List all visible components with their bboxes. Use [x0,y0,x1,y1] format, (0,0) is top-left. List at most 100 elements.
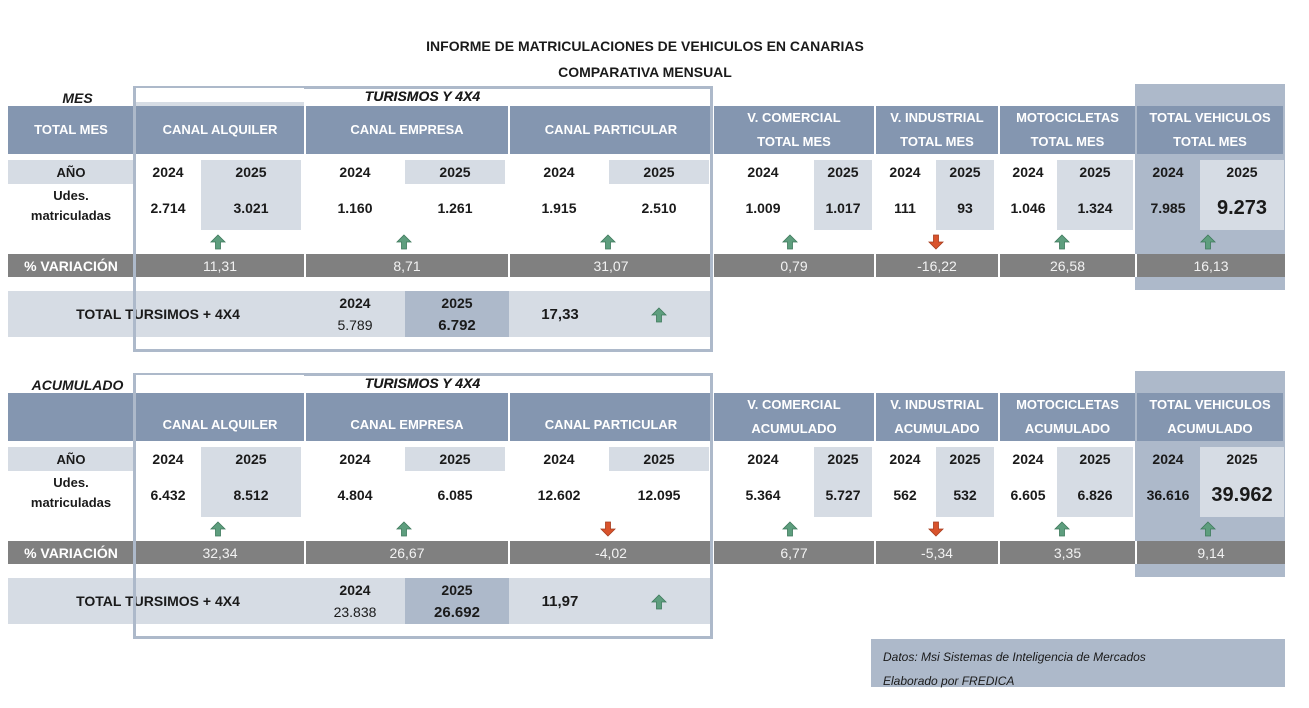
variation-moto: 3,35 [1053,544,1082,561]
col-2025-year-bg-particular [609,447,709,471]
summary-value-2024: 23.838 [333,604,377,620]
year-b-moto: 2025 [1079,164,1111,180]
value-2025-total: 9.273 [1216,196,1268,219]
frame-cap [136,88,304,104]
header-comercial-line-1: V. COMERCIAL [747,110,841,125]
value-2025-industrial: 93 [957,200,973,216]
trend-up-arrow-icon [210,233,226,251]
value-2024-industrial: 562 [893,487,917,503]
value-2024-comercial: 1.009 [745,200,781,216]
value-2025-particular: 12.095 [637,487,681,503]
summary-label: TOTAL TURSIMOS + 4X4 [76,305,240,322]
year-label-bg [8,447,134,471]
year-a-industrial: 2024 [889,451,921,467]
header-total-line-2: TOTAL MES [1173,134,1247,149]
year-a-empresa: 2024 [339,451,371,467]
variation-separator [712,541,714,564]
variation-moto: 26,58 [1049,257,1086,274]
trend-up-arrow-icon [396,520,412,538]
group-label: TURISMOS Y 4X4 [364,375,481,391]
trend-up-arrow-icon [1200,233,1216,251]
header-canal-empresa: CANAL EMPRESA [306,106,508,154]
year-b-total: 2025 [1226,451,1258,467]
value-2025-alquiler: 3.021 [233,200,269,216]
variation-comercial: 0,79 [780,257,808,274]
header-comercial-line-1: V. COMERCIAL [747,397,841,412]
summary-year-b: 2025 [441,295,473,311]
units-label-2: matriculadas [30,495,112,510]
value-2025-total: 39.962 [1211,483,1273,506]
trend-up-arrow-icon [1054,233,1070,251]
header-total: TOTAL VEHICULOS ACUMULADO [1137,393,1283,441]
year-b-empresa: 2025 [439,451,471,467]
col-2025-year-bg-particular [609,160,709,184]
summary-bg-right [509,291,712,337]
value-2024-comercial: 5.364 [745,487,781,503]
header-canal-empresa: CANAL EMPRESA [306,393,508,441]
year-b-comercial: 2025 [827,164,859,180]
value-2024-moto: 1.046 [1010,200,1046,216]
header-industrial-line-1: V. INDUSTRIAL [890,397,984,412]
variation-separator [304,541,306,564]
header-comercial: V. COMERCIAL TOTAL MES [714,106,874,154]
title-line-1: INFORME DE MATRICULACIONES DE VEHICULOS … [426,38,864,54]
header-canal-alquiler: CANAL ALQUILER [136,393,304,441]
header-moto: MOTOCICLETAS ACUMULADO [1000,393,1135,441]
header-comercial-line-2: TOTAL MES [757,134,831,149]
value-2024-moto: 6.605 [1010,487,1046,503]
units-label-1: Udes. [53,188,89,203]
value-2024-total: 36.616 [1146,487,1190,503]
title-line-2: COMPARATIVA MENSUAL [558,64,732,80]
frame-cap-shade [136,102,304,106]
value-2025-comercial: 1.017 [825,200,861,216]
header-industrial-line-2: ACUMULADO [894,421,980,436]
trend-up-arrow-icon [782,233,798,251]
year-label: AÑO [56,164,86,180]
header-industrial-line-2: TOTAL MES [900,134,974,149]
variation-bar [8,254,1285,277]
col-2025-bg-alquiler [201,447,301,517]
group-label: TURISMOS Y 4X4 [364,88,481,104]
units-label-2: matriculadas [30,208,112,223]
variation-industrial: -5,34 [921,544,953,561]
value-2025-particular: 2.510 [641,200,677,216]
trend-down-arrow-icon [928,233,944,251]
summary-bg-right [509,578,712,624]
variation-separator [304,254,306,277]
year-b-particular: 2025 [643,451,675,467]
variation-label: % VARIACIÓN [24,544,118,561]
value-2025-industrial: 532 [953,487,977,503]
source-line: Datos: Msi Sistemas de Inteligencia de M… [883,650,1146,664]
year-b-alquiler: 2025 [235,164,267,180]
variation-total: 9,14 [1197,544,1225,561]
units-label-1: Udes. [53,475,89,490]
value-2024-empresa: 1.160 [337,200,373,216]
year-b-alquiler: 2025 [235,451,267,467]
variation-separator [1135,254,1137,277]
year-a-particular: 2024 [543,451,575,467]
summary-trend-up-arrow-icon [650,592,668,612]
year-b-moto: 2025 [1079,451,1111,467]
variation-separator [998,254,1000,277]
year-a-comercial: 2024 [747,164,779,180]
value-2025-empresa: 1.261 [437,200,473,216]
variation-separator [712,254,714,277]
year-a-moto: 2024 [1012,451,1044,467]
turismos-frame [133,373,713,639]
col-2025-bg-alquiler [201,160,301,230]
summary-variation: 11,97 [541,592,579,610]
trend-up-arrow-icon [210,520,226,538]
value-2025-moto: 1.324 [1077,200,1113,216]
col-2025-year-bg-empresa [405,447,505,471]
col-2025-bg-total [1200,160,1284,230]
variation-separator [874,541,876,564]
header-canal-particular: CANAL PARTICULAR [510,106,712,154]
header-industrial-line-1: V. INDUSTRIAL [890,110,984,125]
section-label: MES [62,90,93,106]
turismos-frame [133,86,713,352]
year-b-particular: 2025 [643,164,675,180]
variation-empresa: 8,71 [393,257,421,274]
variation-comercial: 6,77 [780,544,808,561]
variation-particular: 31,07 [593,257,629,274]
header-first: TOTAL MES [8,106,134,154]
